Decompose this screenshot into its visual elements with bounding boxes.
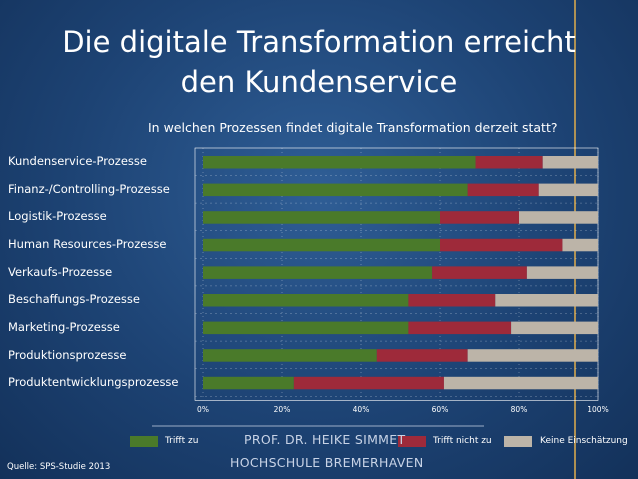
legend-swatch-keine-einschaetzung (504, 436, 532, 447)
bar-2-3 (562, 238, 598, 252)
bar-2-6 (511, 321, 598, 335)
bar-0-7 (203, 349, 377, 362)
category-label-4: Verkaufs-Prozesse (8, 265, 113, 279)
category-label-8: Produktentwicklungsprozesse (8, 375, 179, 389)
bar-2-4 (526, 266, 598, 279)
title-line-2: den Kundenservice (180, 65, 458, 99)
bar-2-7 (467, 349, 598, 362)
legend-label-trifft-zu: Trifft zu (165, 436, 199, 446)
category-label-6: Marketing-Prozesse (8, 320, 120, 334)
bar-1-2 (440, 211, 519, 224)
x-tick-label-2: 40% (353, 405, 370, 414)
bar-1-6 (408, 321, 512, 335)
author-institution: HOCHSCHULE BREMERHAVEN (230, 455, 424, 470)
bar-1-4 (432, 266, 527, 279)
bar-0-3 (203, 238, 440, 252)
source-note: Quelle: SPS-Studie 2013 (7, 462, 111, 472)
category-label-5: Beschaffungs-Prozesse (8, 292, 140, 306)
x-tick-label-0: 0% (197, 405, 209, 414)
bar-2-1 (538, 183, 598, 197)
bar-0-1 (203, 183, 468, 197)
bar-2-2 (519, 211, 598, 224)
x-tick-label-5: 100% (587, 405, 608, 414)
bar-1-8 (293, 376, 444, 390)
legend-label-keine-einschaetzung: Keine Einschätzung (540, 436, 628, 446)
x-tick-label-1: 20% (274, 405, 291, 414)
category-label-1: Finanz-/Controlling-Prozesse (8, 182, 170, 196)
bar-1-1 (467, 183, 539, 197)
bar-2-0 (542, 156, 598, 169)
legend-swatch-trifft-zu (130, 436, 158, 447)
category-label-2: Logistik-Prozesse (8, 209, 107, 223)
bar-0-2 (203, 211, 440, 224)
legend-label-trifft-nicht-zu: Trifft nicht zu (433, 436, 492, 446)
x-tick-label-3: 60% (432, 405, 449, 414)
category-label-0: Kundenservice-Prozesse (8, 154, 147, 168)
slide-title: Die digitale Transformation erreicht den… (0, 22, 638, 102)
legend-swatch-trifft-nicht-zu (398, 436, 426, 447)
bar-0-6 (203, 321, 409, 335)
x-tick-label-4: 80% (511, 405, 528, 414)
bar-1-3 (440, 238, 563, 252)
bar-0-8 (203, 376, 294, 390)
bar-0-5 (203, 294, 409, 307)
category-label-7: Produktionsprozesse (8, 348, 127, 362)
bar-2-5 (495, 294, 598, 307)
bar-1-5 (408, 294, 496, 307)
bar-0-0 (203, 156, 476, 169)
bar-1-0 (475, 156, 543, 169)
bar-2-8 (443, 376, 598, 390)
category-label-3: Human Resources-Prozesse (8, 237, 167, 251)
title-line-1: Die digitale Transformation erreicht (62, 25, 576, 59)
author-name: PROF. DR. HEIKE SIMMET (244, 432, 406, 447)
chart-title: In welchen Prozessen findet digitale Tra… (148, 120, 558, 135)
bar-0-4 (203, 266, 433, 279)
bar-1-7 (376, 349, 468, 362)
